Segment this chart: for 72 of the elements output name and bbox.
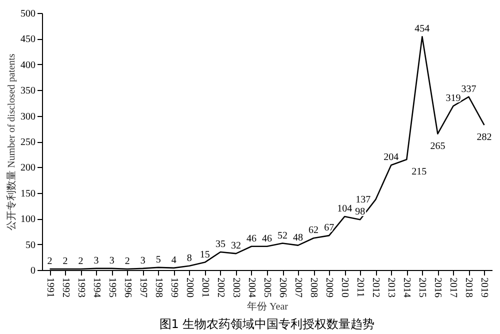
y-tick-label: 0 (30, 266, 36, 276)
x-tick-label: 1993 (75, 278, 86, 298)
data-label: 319 (446, 93, 461, 104)
data-label: 15 (200, 249, 210, 260)
y-tick-label: 300 (20, 111, 36, 122)
x-tick-label: 2005 (262, 278, 272, 298)
data-label: 98 (355, 206, 366, 218)
data-label: 3 (94, 255, 99, 266)
y-tick-label: 350 (20, 86, 36, 97)
x-tick-label: 1996 (122, 278, 133, 298)
data-label: 62 (308, 225, 319, 236)
x-tick-label: 2000 (184, 278, 195, 298)
x-tick-label: 2013 (386, 278, 397, 298)
x-tick-label: 2008 (308, 278, 320, 298)
data-label: 2 (62, 256, 68, 267)
x-tick-label: 2017 (448, 278, 459, 298)
data-label: 337 (461, 84, 476, 95)
x-tick-label: 2006 (277, 278, 288, 298)
y-tick-label: 200 (20, 162, 36, 174)
text: 图1 生物农药领域中国专利授权数量趋势 (159, 317, 375, 331)
x-axis-title: 年份 Year (247, 300, 289, 312)
data-label: 3 (140, 255, 146, 266)
x-tick-label: 2003 (230, 278, 242, 298)
x-tick-label: 1991 (44, 278, 56, 298)
y-axis-title: 公开专利数量 Number of disclosed patents (6, 54, 18, 230)
x-tick-label: 2014 (401, 278, 412, 298)
x-tick-label: 2004 (246, 278, 257, 298)
data-label: 137 (356, 194, 371, 206)
data-label: 204 (384, 152, 399, 164)
x-tick-label: 1995 (106, 278, 118, 298)
data-label: 2 (47, 256, 52, 267)
x-tick-label: 2009 (324, 278, 335, 298)
x-tick-label: 2015 (416, 278, 428, 298)
data-label: 67 (324, 222, 334, 234)
data-label: 282 (476, 132, 492, 144)
x-tick-label: 1992 (60, 278, 71, 298)
data-label: 454 (414, 24, 430, 35)
x-tick-label: 1998 (152, 278, 164, 298)
y-tick-label: 100 (20, 214, 36, 226)
x-tick-label: 2002 (214, 278, 226, 298)
x-tick-label: 2012 (370, 278, 382, 298)
data-label: 35 (215, 239, 226, 250)
x-tick-label: 2011 (354, 278, 366, 298)
x-tick-label: 2001 (199, 278, 210, 298)
x-tick-label: 2010 (339, 278, 350, 298)
y-tick-label: 50 (26, 240, 36, 251)
data-label: 3 (109, 255, 114, 266)
y-tick-label: 250 (20, 137, 36, 148)
y-tick-label: 500 (20, 8, 36, 20)
x-tick-label: 2007 (292, 278, 304, 298)
data-label: 215 (412, 166, 427, 178)
data-label: 46 (246, 233, 256, 244)
y-tick-label: 150 (20, 188, 36, 200)
x-tick-label: 1997 (137, 278, 148, 298)
data-label: 52 (278, 230, 288, 242)
data-label: 5 (156, 254, 161, 266)
data-label: 265 (430, 140, 446, 152)
x-tick-label: 1994 (90, 278, 102, 298)
x-tick-label: 2018 (463, 278, 474, 298)
data-label: 104 (337, 204, 352, 215)
y-tick-label: 400 (20, 60, 36, 71)
data-label: 48 (293, 232, 304, 244)
data-label: 32 (230, 240, 241, 252)
data-label: 8 (186, 252, 192, 264)
x-tick-label: 1999 (168, 278, 180, 298)
y-tick-label: 450 (20, 34, 36, 46)
data-label: 2 (124, 256, 130, 267)
data-label: 2 (78, 256, 84, 267)
data-label: 4 (171, 254, 176, 266)
data-label: 46 (262, 233, 272, 244)
x-tick-label: 2016 (432, 278, 444, 298)
x-tick-label: 2019 (478, 278, 490, 298)
